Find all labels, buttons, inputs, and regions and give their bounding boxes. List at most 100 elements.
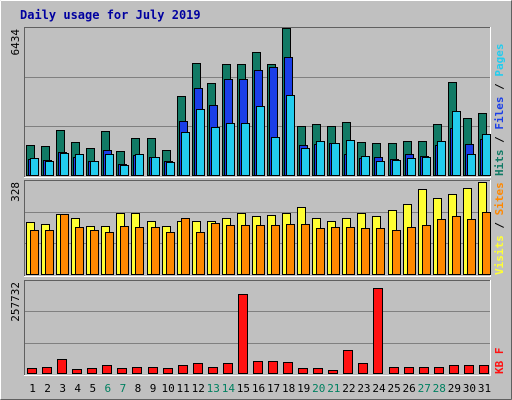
legend-item: Hits [493,150,506,177]
x-tick-label: 2 [44,382,51,395]
pages-bar [361,156,370,176]
panel-hits_files_pages: 6434 Hits / Files / Pages [9,27,506,178]
sites-bar [271,225,280,275]
sites-bar [467,219,476,275]
pages-bar [467,154,476,176]
kbf-bar [163,368,173,374]
pages-bar [301,148,310,176]
sites-bar [90,230,99,275]
x-tick-label: 26 [403,382,416,395]
sites-bar [316,228,325,275]
x-tick-label: 9 [150,382,157,395]
sites-bar [376,228,385,275]
sites-bar [105,232,114,275]
pages-bar [45,161,54,176]
kbf-bar [343,350,353,374]
sites-bar [45,230,54,275]
x-tick-label: 12 [192,382,205,395]
x-tick-label: 22 [342,382,355,395]
kbf-bar [434,367,444,374]
kbf-bar [283,362,293,374]
kbf-bar [389,367,399,374]
legend-hits_files_pages: Hits / Files / Pages [493,44,506,177]
sites-bar [331,227,340,275]
kbf-bar [358,363,368,374]
kbf-bar [193,363,203,374]
legend-visits_sites: Visits / Sites [493,182,506,275]
pages-bar [437,141,446,176]
sites-bar [452,216,461,275]
plot-area [24,280,491,376]
pages-bar [392,160,401,176]
legend-item: Files [493,97,506,130]
kbf-bar [87,368,97,374]
pages-bar [151,157,160,176]
x-tick-label: 10 [161,382,174,395]
sites-bar [392,230,401,275]
pages-bar [30,158,39,176]
sites-bar [120,226,129,275]
sites-bar [211,223,220,275]
pages-bar [90,161,99,176]
kbf-bar [117,368,127,374]
pages-bar [346,140,355,176]
kbf-bar [479,365,489,374]
legend-separator: / [493,130,506,150]
y-max-label: 328 [9,182,22,202]
pages-bar [211,127,220,176]
panel-visits_sites: 328 Visits / Sites [9,180,506,277]
panel-kbf: 257732 KB F [9,280,506,376]
legend-item: KB F [493,348,506,375]
x-tick-label: 14 [222,382,236,395]
kbf-bar [208,367,218,374]
kbf-bar [328,370,338,374]
sites-bar [75,227,84,275]
x-tick-label: 3 [59,382,66,395]
sites-bar [407,227,416,275]
legend-text: KB F [493,348,506,375]
pages-bar [226,123,235,176]
kbf-bar [464,365,474,374]
pages-bar [196,109,205,176]
y-max-label: 257732 [9,282,22,322]
x-tick-label: 19 [297,382,310,395]
pages-bar [316,141,325,176]
kbf-bar [27,368,37,374]
legend-item: Visits [493,235,506,275]
x-tick-label: 13 [207,382,220,395]
x-tick-label: 31 [478,382,491,395]
kbf-bar [419,367,429,374]
x-tick-label: 6 [105,382,112,395]
x-tick-label: 5 [89,382,96,395]
x-tick-label: 21 [327,382,340,395]
sites-bar [361,228,370,275]
kbf-bar [253,361,263,374]
x-tick-label: 18 [282,382,295,395]
kbf-bar [404,367,414,374]
pages-bar [166,162,175,176]
x-tick-label: 30 [463,382,476,395]
x-tick-label: 28 [433,382,446,395]
x-tick-label: 11 [177,382,190,395]
y-max-label: 6434 [9,29,22,56]
x-tick-label: 4 [74,382,81,395]
pages-bar [60,153,69,176]
sites-bar [60,214,69,275]
legend-item: Sites [493,182,506,215]
pages-bar [331,143,340,176]
kbf-bar [313,368,323,374]
pages-bar [241,123,250,176]
sites-bar [482,212,491,275]
pages-bar [286,95,295,176]
kbf-bar [72,369,82,374]
sites-bar [241,225,250,275]
kbf-bar [223,363,233,374]
legend-item: Pages [493,44,506,77]
x-tick-label: 8 [135,382,142,395]
kbf-bar [449,365,459,374]
kbf-bar [373,288,383,374]
sites-bar [196,232,205,275]
kbf-bar [238,294,248,374]
sites-bar [301,224,310,275]
